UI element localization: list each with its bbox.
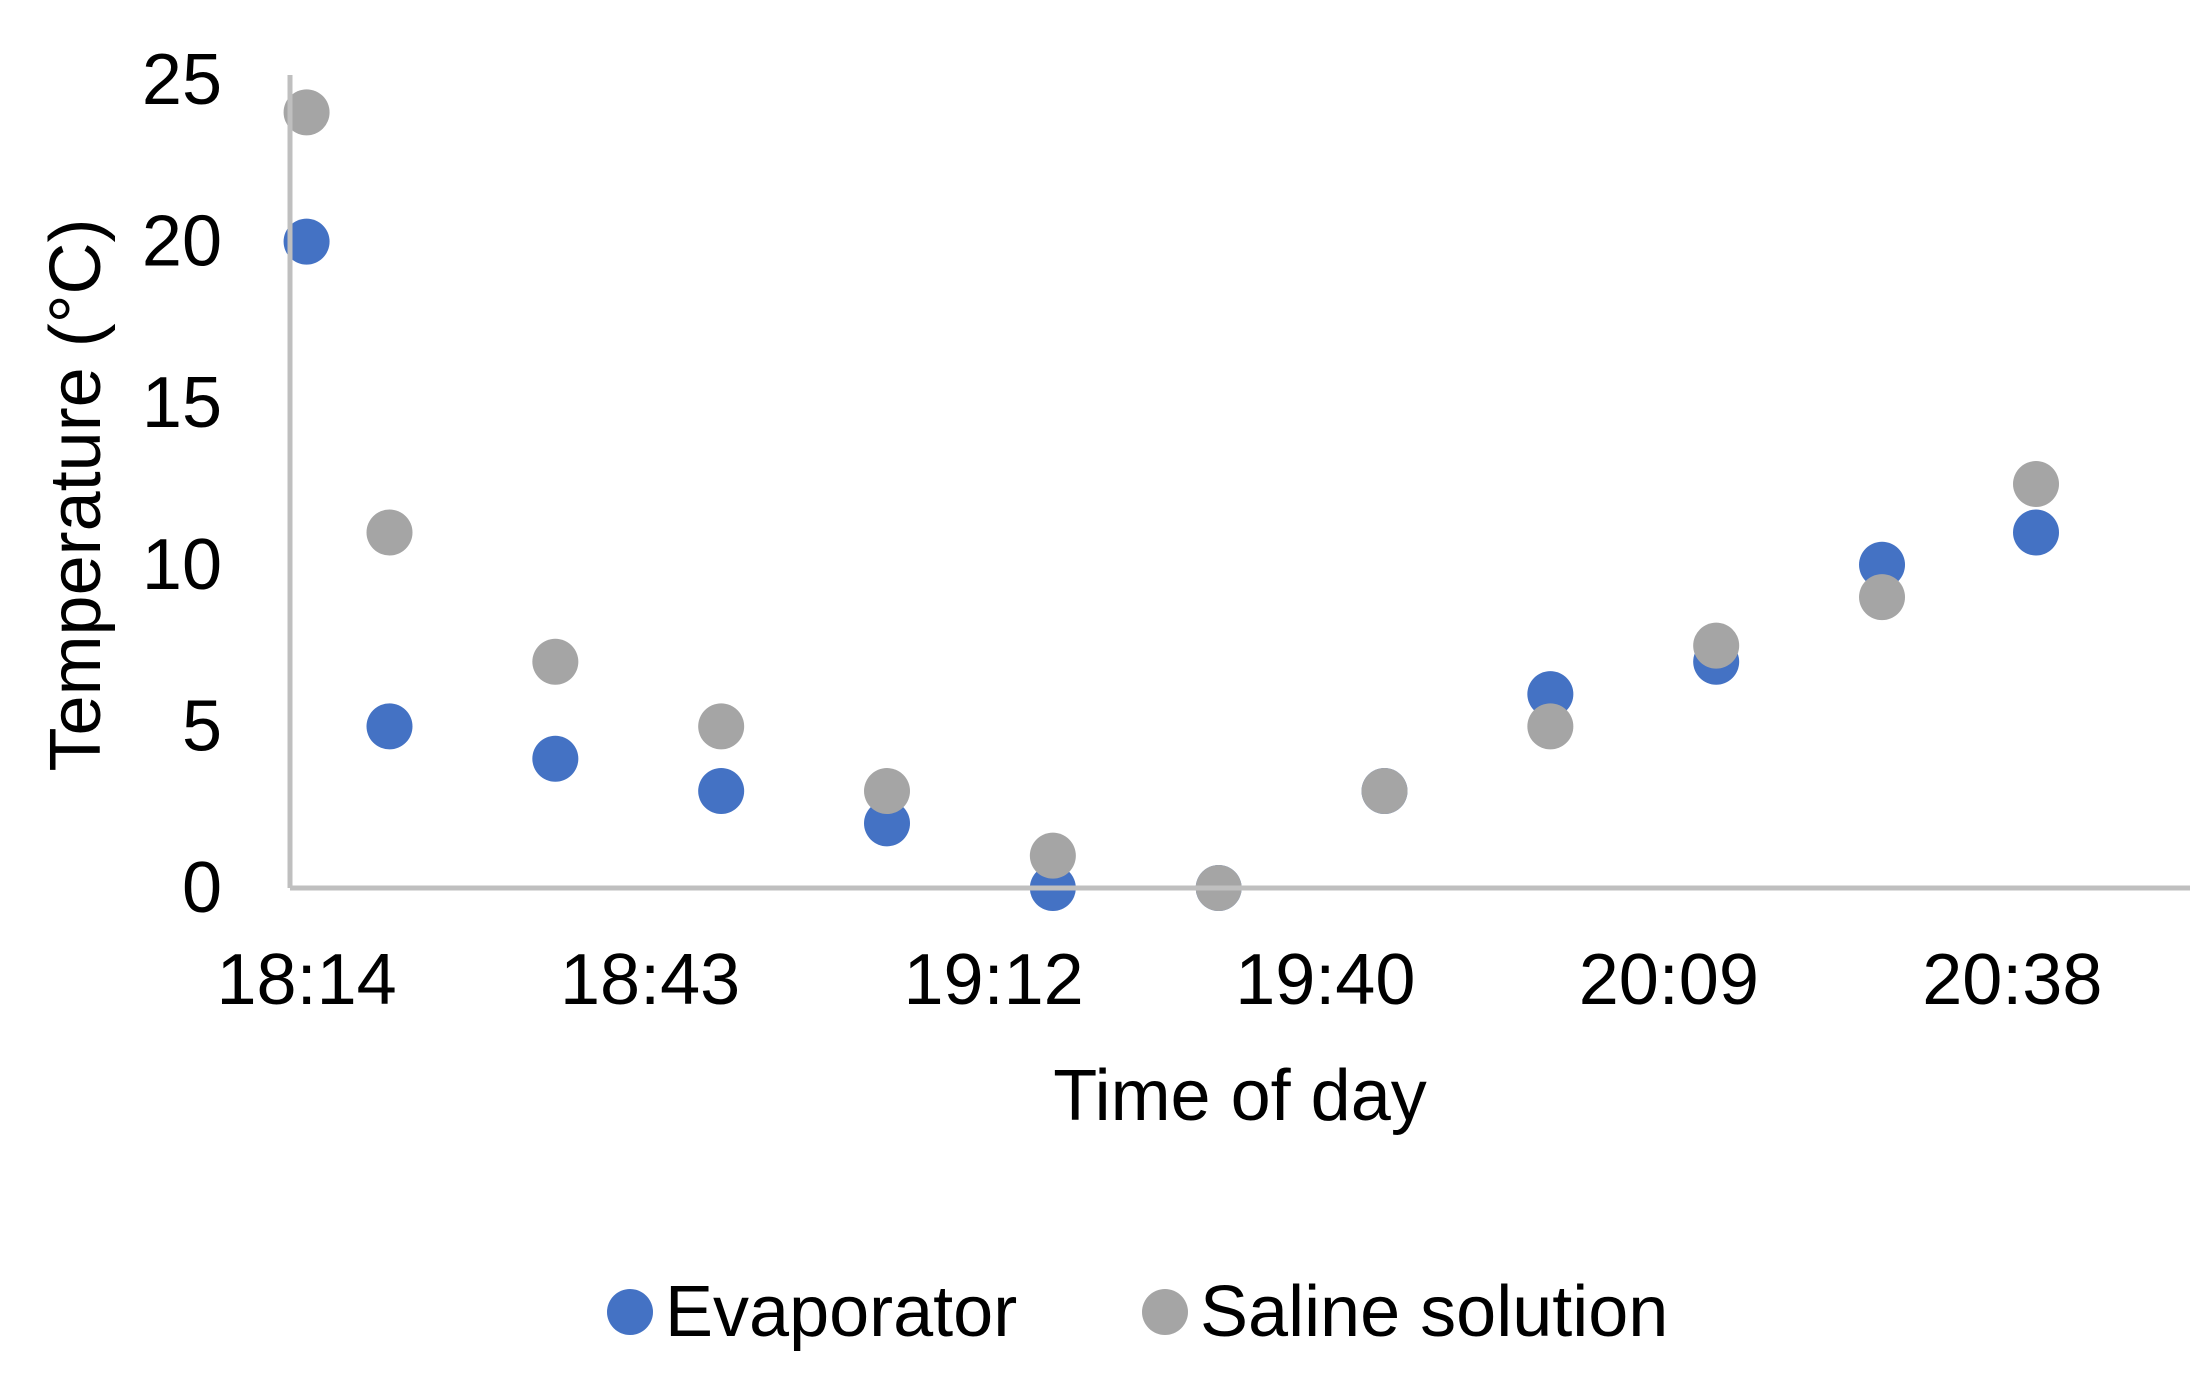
evaporator-point — [366, 703, 413, 750]
saline-solution-point — [2013, 461, 2060, 507]
x-axis-title: Time of day — [1053, 1056, 1426, 1136]
evaporator-point — [1859, 541, 1906, 588]
evaporator-point — [864, 800, 911, 847]
x-tick-label: 20:09 — [1579, 940, 1759, 1020]
legend: Evaporator Saline solution — [607, 1272, 1668, 1352]
saline-solution-point — [1693, 622, 1740, 669]
legend-marker-evaporator — [607, 1289, 653, 1335]
y-tick-label: 20 — [142, 202, 222, 282]
y-tick-label: 25 — [142, 40, 222, 120]
data-points — [283, 89, 2060, 911]
x-tick-label: 19:40 — [1235, 940, 1415, 1020]
saline-solution-point — [864, 768, 911, 815]
saline-solution-point — [698, 703, 745, 750]
x-axis-ticks: 18:14 18:43 19:12 19:40 20:09 20:38 — [216, 940, 2102, 1020]
saline-solution-point — [366, 509, 413, 556]
x-tick-label: 20:38 — [1922, 940, 2102, 1020]
x-tick-label: 18:14 — [216, 940, 396, 1020]
saline-solution-point — [1859, 574, 1906, 621]
y-tick-label: 5 — [182, 686, 222, 766]
y-tick-label: 0 — [182, 848, 222, 928]
saline-solution-point — [1029, 832, 1076, 879]
saline-solution-point — [1361, 768, 1408, 815]
legend-marker-saline-solution — [1142, 1289, 1188, 1335]
evaporator-point — [532, 735, 579, 782]
saline-solution-point — [283, 89, 330, 136]
y-axis-ticks: 0 5 10 15 20 25 — [142, 40, 222, 928]
saline-solution-point — [532, 638, 579, 685]
legend-label-evaporator: Evaporator — [665, 1272, 1017, 1352]
saline-solution-point — [1527, 703, 1574, 750]
evaporator-point — [698, 768, 745, 815]
y-tick-label: 10 — [142, 525, 222, 605]
legend-label-saline-solution: Saline solution — [1200, 1272, 1668, 1352]
x-tick-label: 19:12 — [904, 940, 1084, 1020]
y-tick-label: 15 — [142, 363, 222, 443]
evaporator-point — [2013, 509, 2060, 556]
evaporator-point — [283, 218, 330, 265]
x-tick-label: 18:43 — [560, 940, 740, 1020]
evaporator-point — [1527, 671, 1574, 718]
y-axis-title: Temperature (°C) — [36, 219, 116, 772]
